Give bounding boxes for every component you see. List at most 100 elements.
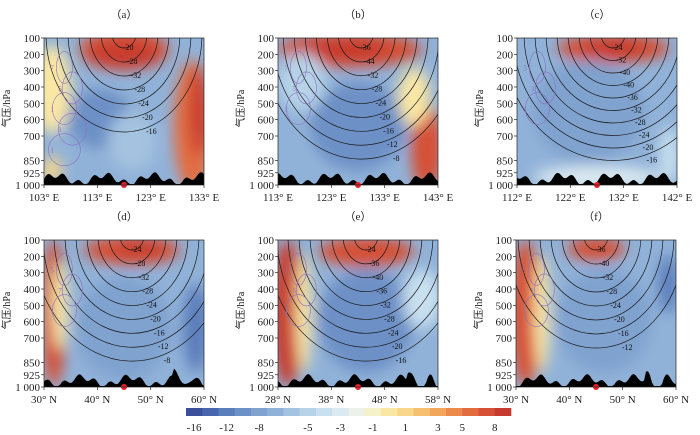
- y-tick-label: 200: [497, 49, 514, 61]
- contour-line: [287, 240, 438, 334]
- y-tick-label: 100: [497, 33, 514, 45]
- purple-contour-label: 7: [58, 287, 62, 295]
- x-tick-label: 60° N: [191, 394, 217, 406]
- contour-label: -32: [139, 273, 150, 282]
- panel-f: -36 -40 -32 -28 -24 -20 -16 -12 5 1 1 100 200 300 400 5…: [472, 210, 689, 406]
- contour-line: [120, 240, 144, 251]
- terrain: [44, 172, 204, 185]
- y-tick-label: 850: [496, 358, 513, 370]
- field-cell: [533, 60, 645, 163]
- contour-label: -32: [368, 71, 379, 80]
- contour-line: [100, 38, 148, 63]
- field-cell: [402, 269, 438, 329]
- contour-label: -8: [393, 154, 400, 163]
- y-tick-label: 1 000: [15, 382, 40, 394]
- purple-contour: [62, 71, 83, 105]
- x-tick-label: 123° E: [135, 192, 166, 204]
- panel-title: （a）: [111, 8, 138, 21]
- panel-title: （e）: [345, 210, 372, 223]
- field-cell: [278, 240, 304, 387]
- y-tick-label: 400: [258, 284, 275, 296]
- x-tick-label: 122° E: [555, 192, 586, 204]
- contour-label: -32: [131, 71, 142, 80]
- contour-label: -40: [620, 68, 631, 77]
- terrain: [278, 372, 438, 387]
- panel-title: （b）: [344, 8, 372, 21]
- colorbar-segment: [218, 408, 236, 416]
- x-tick-label: 123° E: [316, 192, 347, 204]
- contour-label: -44: [364, 57, 375, 66]
- contour-label: -16: [396, 356, 407, 365]
- contour-label: -36: [595, 245, 606, 254]
- y-tick-label: 500: [497, 98, 514, 110]
- y-axis-label: 气压/hPa: [0, 291, 13, 329]
- contour-label: -20: [150, 314, 161, 323]
- x-tick-label: 133° E: [369, 192, 400, 204]
- colorbar: -16 -12 -8 -5 -3 -1 1 3 5 8: [186, 408, 512, 434]
- purple-contour: [534, 273, 555, 307]
- panel-title: （d）: [110, 210, 138, 223]
- panel-a: -20 -28 -32 -28 -24 -20 -16 7 5 1 1 1 100 200 300 400 50…: [0, 8, 220, 204]
- contour-label: -28: [134, 85, 145, 94]
- purple-contour: [525, 92, 550, 125]
- x-tick-label: 58° N: [425, 394, 451, 406]
- y-tick-label: 850: [258, 358, 275, 370]
- contour-line: [75, 240, 189, 306]
- field-cell: [108, 111, 156, 171]
- contour-line: [578, 38, 648, 74]
- y-tick-label: 300: [24, 66, 41, 78]
- field-cell: [189, 67, 204, 156]
- contour-line: [86, 240, 178, 292]
- purple-contour-label: 5: [58, 85, 62, 93]
- x-tick-label: 113° E: [263, 192, 293, 204]
- contour-label: -36: [627, 93, 638, 102]
- terrain: [44, 368, 204, 387]
- y-tick-label: 700: [24, 131, 41, 143]
- y-tick-label: 700: [497, 131, 514, 143]
- field-cell: [556, 269, 652, 373]
- colorbar-segment: [267, 408, 284, 416]
- colorbar-segment: [348, 408, 366, 416]
- contour-line: [327, 38, 396, 77]
- shaded-field: [516, 240, 676, 387]
- colorbar-tick-label: -12: [219, 422, 234, 434]
- contour-line: [601, 38, 625, 49]
- x-tick-label: 132° E: [608, 192, 639, 204]
- y-tick-label: 850: [258, 156, 275, 168]
- y-tick-label: 925: [258, 370, 275, 382]
- purple-contour: [52, 294, 77, 327]
- contour-label: -24: [138, 99, 149, 108]
- contour-label: -24: [365, 245, 376, 254]
- contour-label: -24: [146, 301, 157, 310]
- purple-contour: [52, 92, 77, 125]
- contour-line: [278, 249, 438, 348]
- panel-title: （c）: [584, 8, 611, 21]
- purple-contour-label: 5: [292, 85, 296, 93]
- y-tick-label: 300: [24, 268, 41, 280]
- contour-line: [517, 96, 677, 161]
- y-tick-label: 925: [496, 370, 513, 382]
- colorbar-segment: [446, 408, 463, 416]
- contour-label: -28: [127, 57, 138, 66]
- y-tick-label: 300: [258, 66, 275, 78]
- contour-line: [545, 38, 677, 111]
- panel-title: （f）: [583, 210, 609, 223]
- y-tick-label: 600: [258, 317, 275, 329]
- contour-line: [78, 38, 170, 91]
- contour-label: -28: [635, 118, 646, 127]
- colorbar-tick-label: 8: [492, 422, 498, 434]
- field-cell: [318, 240, 414, 267]
- plot-area: -24 -32 -40 -40 -36 -32 -28 -24 -20 -16 5 1 1: [517, 38, 677, 185]
- contour-label: -24: [639, 131, 650, 140]
- contour-line: [556, 38, 670, 99]
- contour-line: [338, 38, 385, 63]
- shaded-field: [278, 240, 438, 387]
- purple-contour-label: 5: [522, 266, 526, 274]
- y-tick-label: 200: [24, 49, 41, 61]
- x-tick-label: 133° E: [189, 192, 220, 204]
- colorbar-segment: [462, 408, 479, 416]
- y-tick-label: 600: [496, 317, 513, 329]
- purple-contour-label: 1: [50, 308, 54, 316]
- contour-label: -16: [146, 127, 157, 136]
